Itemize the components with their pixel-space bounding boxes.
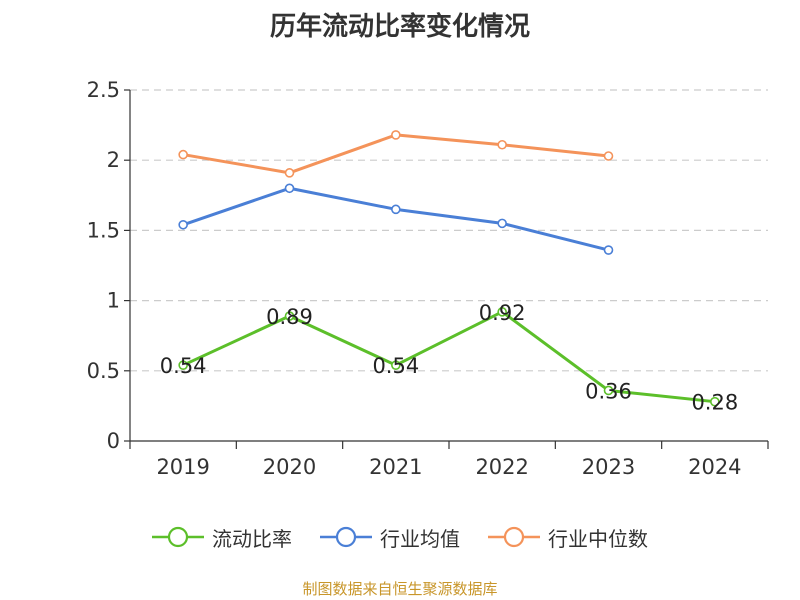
data-point: [710, 396, 720, 407]
y-tick-label: 1.5: [87, 218, 120, 242]
grid-lines: [130, 89, 768, 372]
legend-item[interactable]: 行业中位数: [488, 523, 648, 552]
legend-swatch-icon: [488, 526, 540, 548]
series-line: [182, 133, 609, 175]
legend-swatch-icon: [152, 526, 204, 548]
data-label: 0.92: [479, 301, 526, 325]
legend-label: 流动比率: [212, 526, 292, 551]
data-label: 0.54: [372, 354, 419, 378]
data-labels: 0.54 0.89 0.54 0.92 0.36 0.28: [160, 301, 738, 415]
legend: 流动比率 行业均值 行业中位数: [0, 520, 800, 554]
chart-title: 历年流动比率变化情况: [269, 12, 530, 42]
data-point: [391, 204, 401, 215]
y-tick-label: 1: [107, 289, 120, 313]
series-line: [182, 310, 715, 404]
y-tick-label: 0.5: [87, 359, 120, 383]
legend-item[interactable]: 行业均值: [320, 523, 460, 552]
legend-label: 行业均值: [380, 526, 460, 551]
data-point: [603, 245, 614, 255]
data-point: [497, 307, 507, 317]
data-point: [284, 311, 295, 321]
data-point: [497, 218, 507, 229]
data-point: [178, 219, 188, 230]
x-tick-label: 2020: [263, 455, 316, 479]
data-point: [284, 168, 295, 178]
source-note: 制图数据来自恒生聚源数据库: [302, 580, 498, 598]
data-point: [178, 149, 188, 160]
series-line: [182, 186, 609, 252]
data-label: 0.54: [160, 354, 207, 378]
data-point: [284, 183, 295, 194]
data-point: [497, 139, 507, 150]
y-tick-label: 2.5: [87, 78, 120, 102]
data-point: [603, 385, 614, 396]
x-tick-label: 2023: [582, 455, 635, 479]
axes: 0 0.5 1 1.5 2 2.5 2019 2020 2021 2022 2023 2024: [87, 78, 769, 479]
legend-swatch-icon: [320, 526, 372, 548]
data-point: [603, 151, 614, 161]
x-tick-label: 2019: [156, 455, 209, 479]
y-tick-label: 0: [107, 429, 120, 453]
data-label: 0.36: [585, 379, 632, 403]
x-tick-label: 2021: [369, 455, 422, 479]
data-label: 0.89: [266, 305, 313, 329]
legend-item[interactable]: 流动比率: [152, 523, 292, 552]
data-point: [391, 130, 401, 140]
data-point: [391, 360, 401, 370]
legend-label: 行业中位数: [548, 526, 648, 551]
y-tick-label: 2: [107, 148, 120, 172]
x-tick-label: 2022: [475, 455, 528, 479]
data-point: [178, 360, 188, 370]
series-lines: [178, 130, 720, 407]
data-label: 0.28: [691, 391, 738, 415]
x-tick-label: 2024: [688, 455, 741, 479]
